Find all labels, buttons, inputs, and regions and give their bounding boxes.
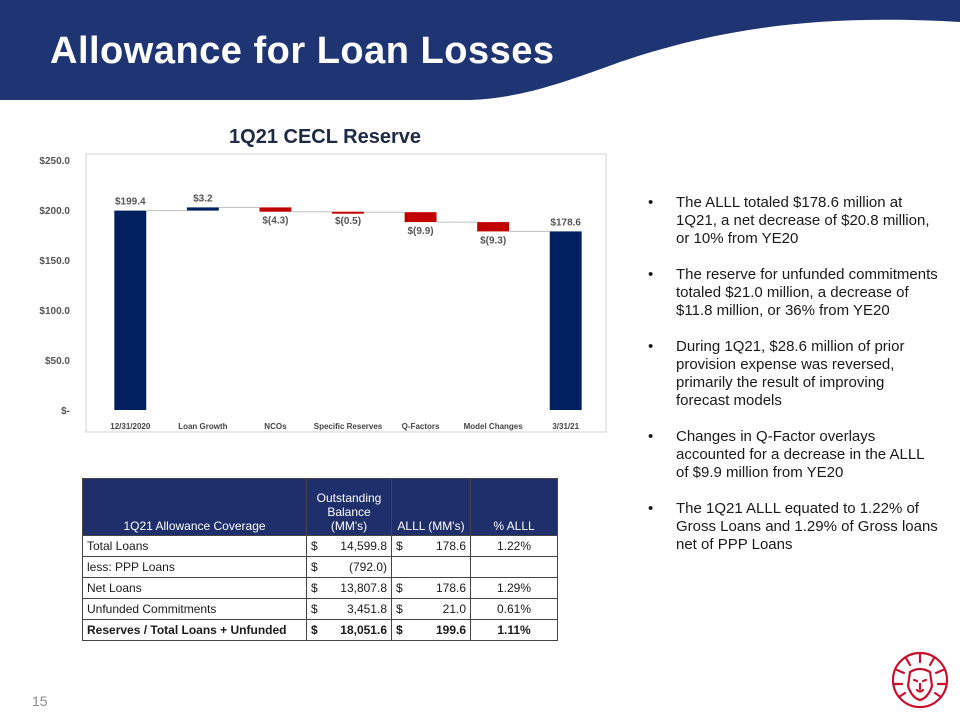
data-label: $(0.5): [335, 216, 361, 227]
bar-5: [404, 212, 437, 223]
bullet-text: The reserve for unfunded commitments tot…: [676, 266, 938, 319]
bar-1: [114, 210, 147, 410]
pct-value: 0.61%: [470, 598, 558, 620]
alll-value: 199.6: [410, 619, 471, 641]
alll-value: 178.6: [410, 535, 471, 557]
balance-value: 14,599.8: [325, 535, 392, 557]
lion-logo-icon: [890, 648, 950, 712]
bar-2: [186, 207, 219, 211]
page-number: 15: [32, 693, 48, 709]
bullet-text: Changes in Q-Factor overlays accounted f…: [676, 428, 924, 481]
bar-3: [259, 207, 292, 212]
balance-value: (792.0): [325, 556, 392, 578]
data-label: $3.2: [193, 193, 213, 204]
header-alll: ALLL (MM's): [391, 478, 471, 536]
chart-svg: $- $50.0 $100.0 $150.0 $200.0 $250.0 $199.4 12/…: [39, 153, 607, 433]
balance-value: 3,451.8: [325, 598, 392, 620]
bullet-text: The ALLL totaled $178.6 million at 1Q21,…: [676, 194, 930, 247]
data-label: $(4.3): [262, 216, 288, 227]
balance-currency: $: [306, 535, 325, 557]
bullet-dot-icon: •: [648, 194, 654, 211]
category-label: NCOs: [264, 422, 287, 431]
bullet-text: During 1Q21, $28.6 million of prior prov…: [676, 338, 905, 409]
category-label: Model Changes: [464, 422, 524, 431]
data-label: $(9.3): [480, 235, 506, 246]
balance-currency: $: [306, 619, 325, 641]
row-label: Unfunded Commitments: [82, 598, 307, 620]
pct-value: 1.29%: [470, 577, 558, 599]
table-row: Net Loans $ 13,807.8 $ 178.6 1.29%: [82, 577, 558, 599]
alll-value: 178.6: [410, 577, 471, 599]
category-label: Q-Factors: [402, 422, 440, 431]
row-label: Net Loans: [82, 577, 307, 599]
table-total-row: Reserves / Total Loans + Unfunded $ 18,0…: [82, 619, 558, 641]
bullet-dot-icon: •: [648, 428, 654, 445]
allowance-coverage-table: 1Q21 Allowance Coverage Outstanding Bala…: [82, 478, 558, 641]
bullet-text: The 1Q21 ALLL equated to 1.22% of Gross …: [676, 500, 938, 553]
header-pct: % ALLL: [470, 478, 558, 536]
table-row: less: PPP Loans $ (792.0): [82, 556, 558, 578]
alll-currency: $: [391, 619, 410, 641]
y-tick-label: $150.0: [39, 256, 70, 267]
y-tick-label: $100.0: [39, 306, 70, 317]
bullet-item: • During 1Q21, $28.6 million of prior pro…: [648, 338, 938, 410]
alll-value: 21.0: [410, 598, 471, 620]
pct-value: [470, 556, 558, 578]
balance-value: 18,051.6: [325, 619, 392, 641]
row-label: Reserves / Total Loans + Unfunded: [82, 619, 307, 641]
data-label: $178.6: [550, 217, 581, 228]
bullet-list: • The ALLL totaled $178.6 million at 1Q21…: [648, 194, 938, 572]
bar-6: [477, 222, 510, 232]
bullet-item: • The reserve for unfunded commitments to…: [648, 266, 938, 320]
balance-value: 13,807.8: [325, 577, 392, 599]
bullet-item: • Changes in Q-Factor overlays accounted …: [648, 428, 938, 482]
header-band: Allowance for Loan Losses: [0, 0, 960, 110]
bullet-item: • The 1Q21 ALLL equated to 1.22% of Gross…: [648, 500, 938, 554]
data-label: $199.4: [115, 197, 146, 208]
category-label: Specific Reserves: [314, 422, 383, 431]
alll-currency: [391, 556, 410, 578]
chart-title: 1Q21 CECL Reserve: [229, 126, 421, 148]
table-row: Total Loans $ 14,599.8 $ 178.6 1.22%: [82, 535, 558, 557]
y-tick-label: $200.0: [39, 206, 70, 217]
bullet-item: • The ALLL totaled $178.6 million at 1Q21…: [648, 194, 938, 248]
balance-currency: $: [306, 556, 325, 578]
table-row: Unfunded Commitments $ 3,451.8 $ 21.0 0.…: [82, 598, 558, 620]
header-wave-shape: [0, 0, 960, 100]
slide-title: Allowance for Loan Losses: [50, 30, 555, 72]
alll-value: [410, 556, 471, 578]
alll-currency: $: [391, 598, 410, 620]
header-label: 1Q21 Allowance Coverage: [82, 478, 307, 536]
category-label: Loan Growth: [178, 422, 227, 431]
row-label: Total Loans: [82, 535, 307, 557]
category-label: 3/31/21: [552, 422, 579, 431]
bar-7: [549, 231, 582, 410]
bar-4: [332, 211, 364, 214]
waterfall-chart: $- $50.0 $100.0 $150.0 $200.0 $250.0 $199.4 12/…: [30, 148, 610, 438]
alll-currency: $: [391, 535, 410, 557]
data-label: $(9.9): [408, 226, 434, 237]
chart-frame: [85, 153, 607, 433]
balance-currency: $: [306, 577, 325, 599]
bullet-dot-icon: •: [648, 500, 654, 517]
row-label: less: PPP Loans: [82, 556, 307, 578]
category-label: 12/31/2020: [110, 422, 151, 431]
bullet-dot-icon: •: [648, 266, 654, 283]
header-balance: Outstanding Balance (MM's): [306, 478, 392, 536]
alll-currency: $: [391, 577, 410, 599]
y-tick-label: $-: [61, 406, 70, 417]
y-tick-label: $50.0: [45, 356, 70, 367]
pct-value: 1.11%: [470, 619, 558, 641]
pct-value: 1.22%: [470, 535, 558, 557]
table-header-row: 1Q21 Allowance Coverage Outstanding Bala…: [82, 478, 558, 536]
bullet-dot-icon: •: [648, 338, 654, 355]
balance-currency: $: [306, 598, 325, 620]
y-tick-label: $250.0: [39, 156, 70, 167]
